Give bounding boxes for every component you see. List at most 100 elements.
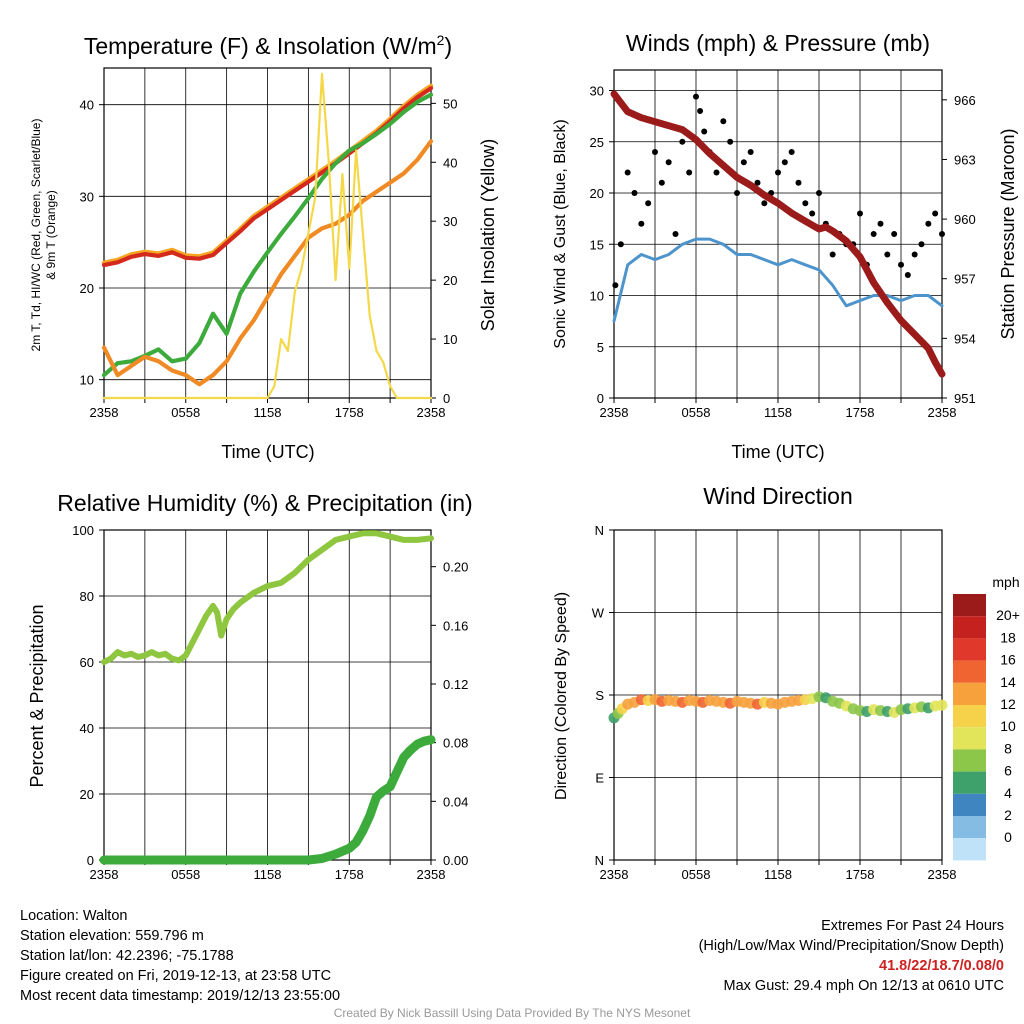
colorbar-label: 10 (1000, 718, 1016, 734)
y-tick-label-left: 10 (590, 289, 604, 304)
gust-point (665, 159, 672, 166)
y-tick-label-right: 0.04 (443, 794, 468, 809)
x-tick-label: 1158 (254, 867, 282, 882)
colorbar-title: mph (992, 574, 1019, 590)
y-tick-label-left: 60 (80, 655, 94, 670)
x-tick-label: 1758 (846, 867, 875, 882)
gust-point (754, 179, 761, 186)
y-tick-label-left: 30 (80, 189, 94, 204)
x-axis-label: Time (UTC) (731, 442, 824, 462)
gust-point (631, 190, 638, 196)
y-tick-label-left: 40 (80, 98, 94, 113)
gust-point (720, 118, 727, 125)
x-tick-label: 2358 (928, 867, 957, 882)
y-axis-label-right: Station Pressure (Maroon) (998, 128, 1018, 339)
series-line-pressure (610, 90, 946, 378)
colorbar-swatch (953, 838, 986, 861)
y-tick-label-left: 0 (597, 391, 604, 406)
y-axis-label-right: Solar Insolation (Yellow) (478, 139, 498, 331)
x-tick-label: 2358 (417, 405, 446, 420)
gust-point (918, 241, 925, 248)
colorbar-swatch (953, 638, 986, 661)
created-text: Figure created on Fri, 2019-12-13, at 23… (20, 968, 332, 984)
gust-point (747, 149, 754, 155)
x-tick-label: 1158 (254, 405, 282, 420)
y-tick-label-left: 30 (590, 84, 604, 99)
x-tick-label: 0558 (682, 405, 711, 420)
x-tick-label: 2358 (928, 405, 957, 420)
extremes-subtitle: (High/Low/Max Wind/Precipitation/Snow De… (698, 938, 1004, 954)
y-tick-label-left: E (595, 771, 604, 786)
colorbar-swatch (953, 705, 986, 728)
x-tick-label: 1758 (846, 405, 875, 420)
chart-title-main: Temperature (F) & Insolation (W/m (84, 33, 437, 59)
gust-point (939, 231, 945, 237)
x-tick-label: 1158 (764, 405, 792, 420)
y-tick-label-left: 15 (590, 237, 604, 252)
colorbar-label: 2 (1004, 807, 1012, 823)
recent-data-text: Most recent data timestamp: 2019/12/13 2… (20, 988, 341, 1004)
chart-title-end: ) (444, 33, 452, 59)
y-axis-label-left: Direction (Colored By Speed) (553, 592, 570, 800)
y-tick-label-left: 20 (590, 186, 604, 201)
series-line-heat_index_wind_chill (101, 139, 434, 387)
y-axis-label-left-line1: 2m T, Td, HI/WC (Red, Green, Scarlet/Blu… (29, 119, 43, 352)
series-line-dewpoint (101, 92, 434, 378)
y-tick-label-left: 100 (72, 523, 94, 538)
y-tick-label-left: 10 (80, 373, 94, 388)
gust-point (679, 138, 686, 145)
chart-title: Relative Humidity (%) & Precipitation (i… (57, 490, 472, 516)
gust-point (898, 261, 904, 268)
credit-text: Created By Nick Bassill Using Data Provi… (333, 1006, 691, 1020)
gust-point (891, 231, 898, 237)
colorbar-swatch (953, 594, 986, 617)
chart-title: Temperature (F) & Insolation (W/m2) (84, 32, 452, 59)
y-tick-label-left: 25 (590, 135, 604, 150)
colorbar-swatch (953, 793, 986, 816)
gust-point (932, 210, 939, 217)
series-line-sonic_wind (612, 237, 944, 323)
gust-point (857, 210, 863, 217)
gust-point (802, 200, 809, 207)
x-tick-label: 2358 (90, 867, 119, 882)
gust-point (658, 179, 665, 186)
y-tick-label-left: N (595, 523, 604, 538)
y-tick-label-right: 0.16 (443, 618, 468, 633)
y-tick-label-right: 963 (954, 152, 976, 167)
gust-point (672, 231, 679, 237)
colorbar-swatch (953, 771, 986, 794)
gust-point (904, 272, 911, 278)
x-tick-label: 1758 (335, 405, 364, 420)
y-tick-label-right: 0.08 (443, 736, 468, 751)
gust-point (697, 108, 704, 114)
colorbar-label: 14 (1000, 674, 1016, 690)
gust-point (816, 190, 822, 196)
x-tick-label: 2358 (417, 867, 446, 882)
extremes-title: Extremes For Past 24 Hours (821, 918, 1004, 934)
gust-point (870, 231, 877, 237)
gust-point (686, 169, 693, 176)
max-gust-text: Max Gust: 29.4 mph On 12/13 at 0610 UTC (723, 978, 1004, 994)
gust-point (911, 251, 918, 258)
gust-point (624, 169, 631, 176)
y-tick-label-right: 30 (443, 214, 457, 229)
y-tick-label-left: 0 (87, 853, 94, 868)
y-tick-label-left: N (595, 853, 604, 868)
colorbar-swatch (953, 727, 986, 750)
gust-point (612, 282, 619, 289)
gust-point (740, 159, 747, 166)
colorbar-swatch (953, 749, 986, 772)
gust-point (781, 159, 788, 166)
colorbar-label: 12 (1000, 696, 1016, 712)
gust-point (795, 179, 802, 186)
y-tick-label-right: 966 (954, 93, 976, 108)
y-tick-label-left: 20 (80, 281, 94, 296)
y-tick-label-left: 20 (80, 787, 94, 802)
y-tick-label-right: 0.00 (443, 853, 468, 868)
gust-point (877, 220, 884, 227)
y-tick-label-right: 954 (954, 331, 976, 346)
extremes-info: Extremes For Past 24 Hours (High/Low/Max… (699, 916, 1004, 996)
colorbar-swatch (953, 816, 986, 839)
station-info: Location: Walton Station elevation: 559.… (20, 906, 340, 1006)
